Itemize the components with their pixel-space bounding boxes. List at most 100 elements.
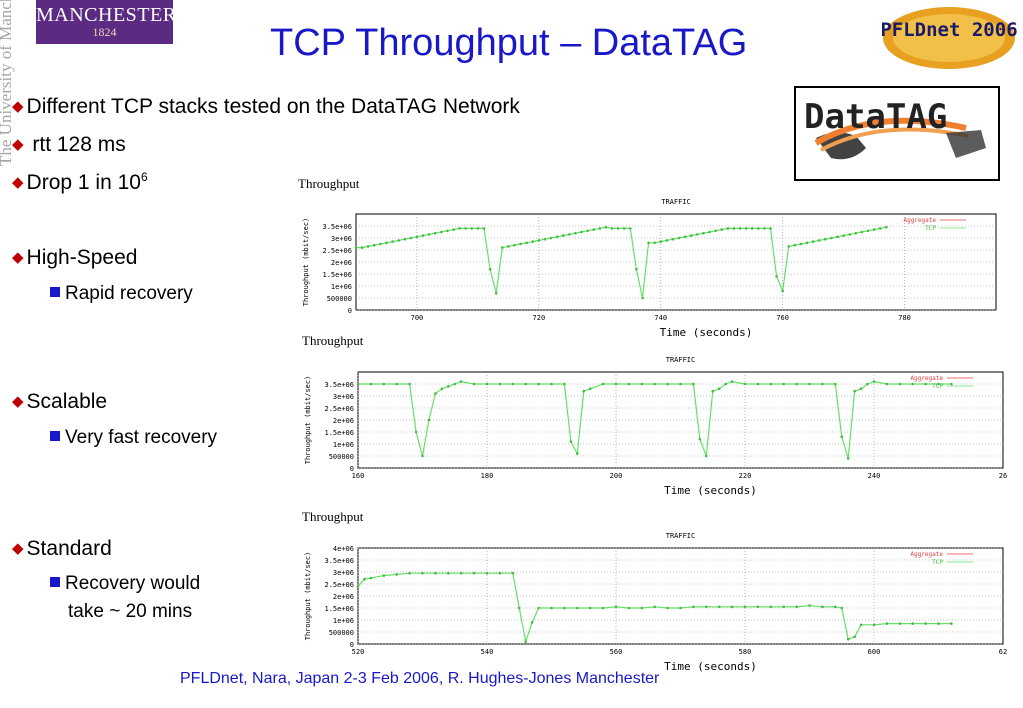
manchester-logo: MANCHESTER 1824: [36, 0, 176, 44]
y-tick-label: 1e+06: [331, 283, 352, 291]
data-point: [730, 380, 734, 383]
data-point: [705, 605, 708, 609]
bullet-text: High-Speed: [26, 246, 138, 269]
data-point: [470, 227, 474, 230]
data-point: [840, 606, 844, 610]
data-point: [563, 606, 566, 610]
data-point: [937, 382, 940, 386]
data-point: [433, 231, 437, 235]
data-point: [511, 382, 515, 386]
data-point: [537, 239, 541, 242]
data-point: [601, 606, 605, 610]
series-line-tcp: [357, 572, 952, 644]
data-point: [859, 387, 863, 391]
data-point: [854, 231, 858, 235]
data-point: [653, 382, 656, 386]
data-point: [708, 230, 711, 234]
data-point: [671, 237, 675, 241]
data-point: [756, 382, 760, 386]
data-point: [840, 435, 844, 439]
chart-title: TRAFFIC: [666, 532, 696, 540]
data-point: [563, 382, 566, 386]
data-point: [769, 605, 773, 609]
y-tick-label: 1e+06: [333, 441, 354, 449]
data-point: [898, 382, 902, 386]
legend-label-aggregate: Aggregate: [910, 551, 943, 558]
data-point: [795, 382, 798, 386]
data-point: [427, 418, 431, 422]
data-point: [472, 382, 476, 386]
sub-bullet-recovery: Recovery would: [50, 573, 200, 595]
data-point: [586, 229, 589, 233]
data-point: [885, 382, 889, 386]
square-bullet-icon: [50, 431, 60, 441]
chart-1: TRAFFIC 0 500000 1e+06 1.5e+06 2e+06 2.5e+06 3e…: [302, 198, 997, 339]
data-point: [576, 606, 579, 610]
x-tick-label: 560: [610, 648, 623, 656]
data-point: [872, 228, 876, 231]
legend-label-aggregate: Aggregate: [910, 375, 943, 382]
data-point: [537, 606, 540, 610]
data-point: [440, 230, 443, 234]
data-point: [924, 382, 927, 386]
data-point: [434, 392, 437, 395]
data-point: [525, 241, 528, 245]
data-point: [366, 245, 370, 248]
data-point: [409, 236, 413, 240]
y-tick-label: 1.5e+06: [324, 605, 354, 613]
data-point: [705, 454, 708, 458]
data-point: [627, 606, 631, 610]
chart3-heading: Throughput: [302, 509, 364, 524]
y-tick-label: 3e+06: [333, 393, 354, 401]
y-tick-label: 2.5e+06: [322, 247, 352, 255]
data-point: [743, 605, 747, 609]
data-point: [446, 229, 449, 233]
diamond-bullet-icon: ◆: [12, 249, 24, 266]
data-point: [769, 227, 772, 230]
sub-bullet-text: Very fast recovery: [65, 427, 218, 448]
x-axis-label: Time (seconds): [664, 484, 757, 497]
data-point: [379, 242, 382, 246]
data-point: [530, 621, 534, 624]
data-point: [679, 606, 682, 610]
sub-bullet-very-fast: Very fast recovery: [50, 427, 217, 449]
data-point: [872, 380, 876, 383]
data-point: [811, 240, 815, 243]
data-point: [561, 234, 565, 237]
data-point: [614, 382, 618, 386]
data-point: [677, 236, 681, 240]
pfldnet-logo: PFLDnet 2006: [882, 7, 1017, 69]
data-point: [453, 382, 457, 386]
y-tick-label: 2e+06: [331, 259, 352, 267]
data-point: [421, 234, 425, 237]
data-point: [588, 387, 592, 391]
bullet-scalable: ◆ Scalable: [12, 390, 107, 414]
data-point: [717, 605, 721, 609]
y-tick-label: 3e+06: [333, 569, 354, 577]
data-point: [950, 382, 953, 386]
data-point: [403, 237, 407, 241]
x-tick-label: 740: [654, 314, 667, 322]
data-point: [763, 227, 766, 230]
data-point: [653, 605, 656, 609]
y-axis-label: Throughput (mbit/sec): [304, 552, 312, 641]
data-point: [872, 623, 876, 627]
data-point: [524, 382, 527, 386]
data-point: [421, 571, 424, 575]
diamond-bullet-icon: ◆: [12, 393, 24, 410]
data-point: [795, 605, 798, 609]
data-point: [775, 275, 778, 278]
sub-bullet-continuation: take ~ 20 mins: [68, 601, 193, 622]
y-tick-label: 0: [350, 641, 354, 649]
data-point: [640, 382, 644, 386]
bullet-drop: ◆ Drop 1 in 106: [12, 170, 148, 195]
data-point: [524, 640, 527, 643]
data-point: [452, 228, 455, 231]
chart-2: TRAFFIC 0 500000 1e+06 1.5e+06 2e+06 2.5e+06 3e…: [304, 356, 1007, 497]
data-point: [641, 296, 644, 300]
x-tick-label: 160: [352, 472, 365, 480]
x-tick-label: 520: [352, 648, 365, 656]
data-point: [808, 604, 811, 607]
data-point: [500, 246, 504, 249]
legend-label-aggregate: Aggregate: [903, 217, 936, 224]
